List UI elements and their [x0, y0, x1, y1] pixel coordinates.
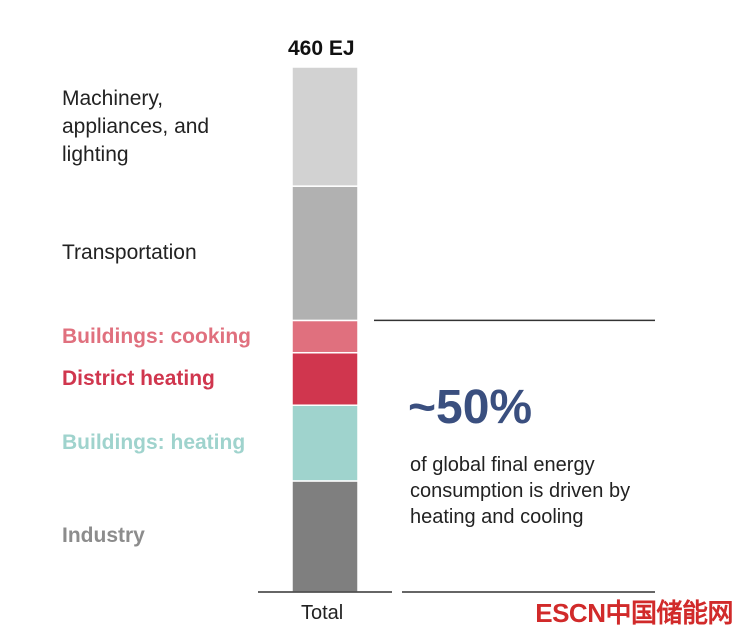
callout-headline: ~50% [408, 381, 533, 434]
bar-segment-machinery-appliances-and-lighting [291, 66, 359, 187]
series-label: Machinery, appliances, and lighting [62, 86, 210, 166]
x-tick-label: Total [301, 602, 344, 624]
series-label: District heating [62, 366, 215, 390]
callout-text: of global final energy consumption is dr… [410, 454, 631, 528]
series-label: Industry [62, 524, 145, 548]
bar-segment-buildings-cooking [291, 319, 359, 354]
bar-segment-industry [291, 480, 359, 593]
series-label: Buildings: cooking [62, 324, 251, 348]
bar-segments [291, 66, 359, 593]
series-label: Transportation [62, 241, 197, 265]
bar-segment-transportation [291, 185, 359, 322]
series-label: Buildings: heating [62, 431, 246, 455]
total-value-label: 460 EJ [288, 37, 355, 60]
bar-segment-buildings-heating [291, 404, 359, 482]
bar-segment-district-heating [291, 351, 359, 406]
watermark-logo: ESCN中国储能网 [535, 598, 733, 628]
